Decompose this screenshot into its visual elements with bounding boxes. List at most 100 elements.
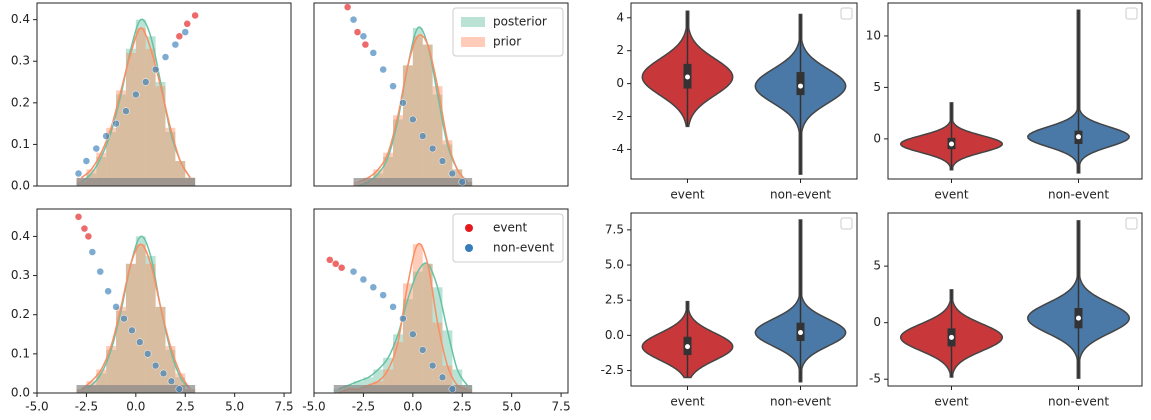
y-tick-label: 0.0 [11, 386, 30, 400]
hist-bar [442, 144, 453, 186]
empty-legend [840, 217, 853, 230]
scatter-point [428, 361, 437, 370]
scatter-point [88, 248, 97, 256]
y-tick-label: 0.2 [11, 307, 30, 321]
x-tick-label: 7.5 [275, 400, 294, 414]
y-tick-label: 0.4 [11, 12, 30, 26]
violin-median [1076, 134, 1081, 140]
scatter-point [112, 303, 120, 311]
scatter-point [428, 144, 437, 153]
hist-bar [452, 169, 463, 186]
x-tick-label: 2.5 [176, 400, 195, 414]
violin-median [798, 330, 803, 336]
x-tick-label: event [670, 188, 704, 202]
hist-bar [402, 65, 413, 186]
hist-bar [155, 86, 166, 186]
scatter-point [171, 40, 180, 49]
hist-bar [422, 263, 433, 393]
hist-bar [165, 346, 176, 393]
y-tick-label: 0.1 [11, 346, 30, 360]
scatter-point [359, 32, 368, 41]
scatter-point [132, 90, 140, 99]
axes-frame [36, 208, 292, 394]
x-tick-label: 5.0 [502, 400, 521, 414]
hist-bar [412, 36, 423, 186]
x-tick-label: non-event [770, 188, 831, 202]
hist-bar [402, 283, 413, 393]
y-tick-label: 0.1 [11, 137, 30, 151]
violin-median [798, 83, 803, 89]
scatter-point [331, 260, 340, 268]
kde-line [358, 26, 468, 187]
hist-bar [412, 27, 423, 187]
y-tick-label: -2 [612, 109, 624, 123]
hist-bar [393, 342, 403, 393]
x-tick-label: 7.5 [552, 400, 571, 414]
legend-label: event [493, 221, 527, 235]
rug [333, 385, 473, 393]
x-tick-label: non-event [1048, 188, 1109, 202]
hist-bar [106, 346, 117, 393]
hist-bar [125, 48, 136, 186]
hist-bar [96, 156, 107, 186]
axes-frame [887, 2, 1143, 180]
hist-bar [175, 161, 186, 186]
scatter-point [399, 99, 407, 107]
scatter-point [104, 287, 112, 295]
scatter-point [136, 338, 144, 346]
scatter-point [161, 53, 170, 61]
hist-bar [452, 369, 463, 393]
axes-frame [887, 212, 1143, 387]
hist-bar [165, 131, 176, 186]
scatter-point [326, 256, 334, 264]
hist-bar [402, 65, 413, 186]
empty-legend [1125, 7, 1138, 20]
scatter-point [92, 144, 101, 153]
scatter-point [112, 119, 120, 128]
legend-patch [461, 17, 485, 27]
hist-bar [145, 36, 156, 186]
x-tick-label: non-event [1048, 395, 1109, 409]
rug [76, 178, 196, 186]
scatter-point [167, 377, 176, 386]
scatter-point [102, 132, 110, 140]
scatter-point [438, 373, 447, 382]
y-tick-label: 10 [866, 28, 881, 42]
hist-bar [402, 299, 413, 393]
x-tick-label: event [934, 395, 968, 409]
scatter-point [359, 275, 368, 284]
hist-bar [165, 349, 176, 393]
hist-bar [432, 287, 443, 393]
scatter-point [448, 169, 457, 178]
scatter-point [84, 232, 93, 241]
x-tick-label: -2.5 [75, 400, 98, 414]
scatter-point [369, 49, 378, 57]
x-tick-label: 0.0 [126, 400, 145, 414]
hist-bar [442, 330, 453, 393]
scatter-point [458, 178, 466, 186]
hist-bar [135, 244, 146, 393]
y-tick-label: 2 [616, 43, 624, 57]
y-tick-label: 0 [616, 76, 624, 90]
hist-bar [432, 86, 443, 186]
x-tick-label: -2.5 [352, 400, 375, 414]
hist-bar [442, 365, 453, 393]
scatter-point [418, 132, 427, 140]
legend-box [452, 213, 564, 263]
scatter-point [181, 28, 189, 36]
rug [76, 385, 196, 393]
hist-bar [145, 263, 156, 393]
hist-bar [432, 94, 443, 186]
legend-box [452, 7, 564, 57]
y-tick-label: 7.5 [605, 222, 624, 236]
hist-bar [145, 48, 156, 186]
scatter-point [175, 385, 184, 393]
y-tick-label: 0.0 [605, 328, 624, 342]
hist-bar [175, 161, 186, 186]
scatter-point [143, 350, 152, 358]
scatter-point [120, 314, 128, 323]
hist-bar [422, 263, 433, 393]
legend-marker [465, 224, 473, 232]
scatter-point [96, 267, 105, 276]
scatter-point [343, 3, 352, 11]
